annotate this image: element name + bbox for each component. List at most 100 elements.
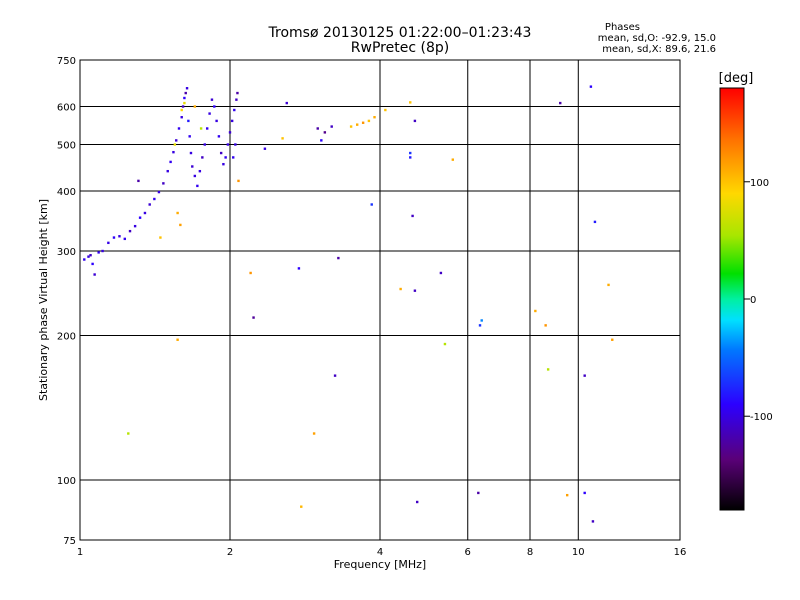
data-point — [333, 374, 337, 377]
data-point — [189, 151, 193, 155]
x-axis-ticks: 1 2 4 6 8 10 16 — [77, 547, 687, 558]
data-point — [409, 151, 412, 155]
data-point — [176, 211, 179, 215]
y-tick-label: 750 — [57, 56, 76, 67]
data-point — [544, 324, 547, 327]
colorbar-tick-label: 100 — [750, 178, 769, 189]
y-tick-label: 100 — [57, 476, 76, 487]
data-point — [478, 324, 482, 327]
data-point — [183, 101, 186, 105]
data-point — [477, 491, 480, 495]
data-point — [138, 216, 142, 219]
data-point — [235, 98, 238, 101]
data-points — [83, 85, 614, 523]
x-tick-label: 16 — [674, 547, 687, 558]
x-tick-label: 6 — [465, 547, 471, 558]
data-point — [281, 137, 284, 140]
data-point — [112, 236, 116, 239]
x-tick-label: 4 — [377, 547, 383, 558]
data-point — [384, 108, 387, 112]
data-point — [226, 143, 230, 146]
data-point — [193, 105, 197, 108]
data-point — [611, 338, 614, 341]
data-point — [320, 139, 323, 142]
data-point — [583, 491, 586, 495]
data-point — [91, 262, 94, 266]
data-point — [213, 105, 216, 108]
data-point — [373, 116, 376, 119]
colorbar — [719, 87, 745, 511]
x-tick-label: 8 — [527, 547, 533, 558]
data-point — [166, 169, 169, 173]
data-point — [263, 147, 267, 150]
data-point — [180, 108, 183, 112]
data-point — [252, 316, 255, 319]
y-tick-label: 300 — [57, 247, 76, 258]
data-point — [215, 119, 218, 123]
data-point — [153, 197, 156, 201]
colorbar-tick-label: 0 — [750, 295, 756, 306]
data-point — [367, 119, 371, 123]
data-point — [439, 271, 443, 275]
data-point — [128, 229, 132, 233]
data-point — [162, 182, 165, 185]
data-point — [191, 165, 194, 168]
data-point — [224, 156, 227, 159]
data-point — [300, 505, 303, 508]
data-point — [249, 271, 252, 275]
data-point — [157, 190, 161, 194]
data-point — [101, 249, 104, 253]
data-point — [172, 150, 175, 154]
data-point — [409, 156, 412, 159]
data-point — [285, 101, 288, 105]
y-tick-label: 200 — [57, 332, 76, 343]
data-point — [107, 241, 110, 245]
phase-stats-o-mode: mean, sd,O: -92.9, 15.0 — [597, 33, 716, 44]
x-axis-label: Frequency [MHz] — [334, 558, 426, 571]
data-point — [232, 156, 235, 159]
phase-stats-title: Phases — [604, 22, 640, 33]
data-point — [203, 143, 206, 146]
data-point — [208, 112, 211, 115]
x-tick-label: 1 — [77, 547, 83, 558]
data-point — [546, 368, 550, 371]
data-point — [312, 432, 316, 435]
data-point — [184, 91, 187, 95]
data-point — [413, 289, 417, 292]
x-tick-label: 2 — [227, 547, 233, 558]
data-point — [188, 135, 191, 138]
data-point — [97, 251, 100, 254]
data-point — [201, 156, 204, 159]
data-point — [127, 432, 130, 435]
data-point — [534, 309, 537, 313]
data-point — [199, 127, 203, 130]
data-point — [176, 338, 179, 341]
data-point — [565, 493, 569, 497]
data-point — [137, 179, 140, 183]
data-point — [118, 235, 121, 238]
data-point — [198, 169, 202, 173]
data-point — [133, 224, 137, 228]
y-tick-label: 500 — [57, 141, 76, 152]
data-point — [237, 179, 240, 183]
data-point — [181, 105, 185, 108]
data-point — [409, 101, 412, 104]
data-point — [173, 143, 177, 146]
data-point — [219, 151, 223, 155]
y-axis-label: Stationary phase Virtual Height [km] — [37, 199, 50, 401]
data-point — [205, 127, 209, 130]
y-tick-label: 75 — [63, 536, 76, 547]
colorbar-label: [deg] — [719, 71, 754, 86]
data-point — [148, 203, 151, 206]
data-point — [222, 162, 225, 166]
data-point — [196, 184, 199, 188]
data-point — [210, 98, 214, 101]
data-point — [193, 174, 197, 178]
data-point — [593, 220, 597, 224]
chart-subtitle: RwPretec (8p) — [350, 40, 450, 56]
colorbar-tick-label: -100 — [750, 412, 773, 423]
data-point — [236, 91, 239, 95]
data-point — [349, 125, 353, 128]
y-tick-label: 600 — [57, 103, 76, 114]
data-point — [589, 85, 593, 88]
